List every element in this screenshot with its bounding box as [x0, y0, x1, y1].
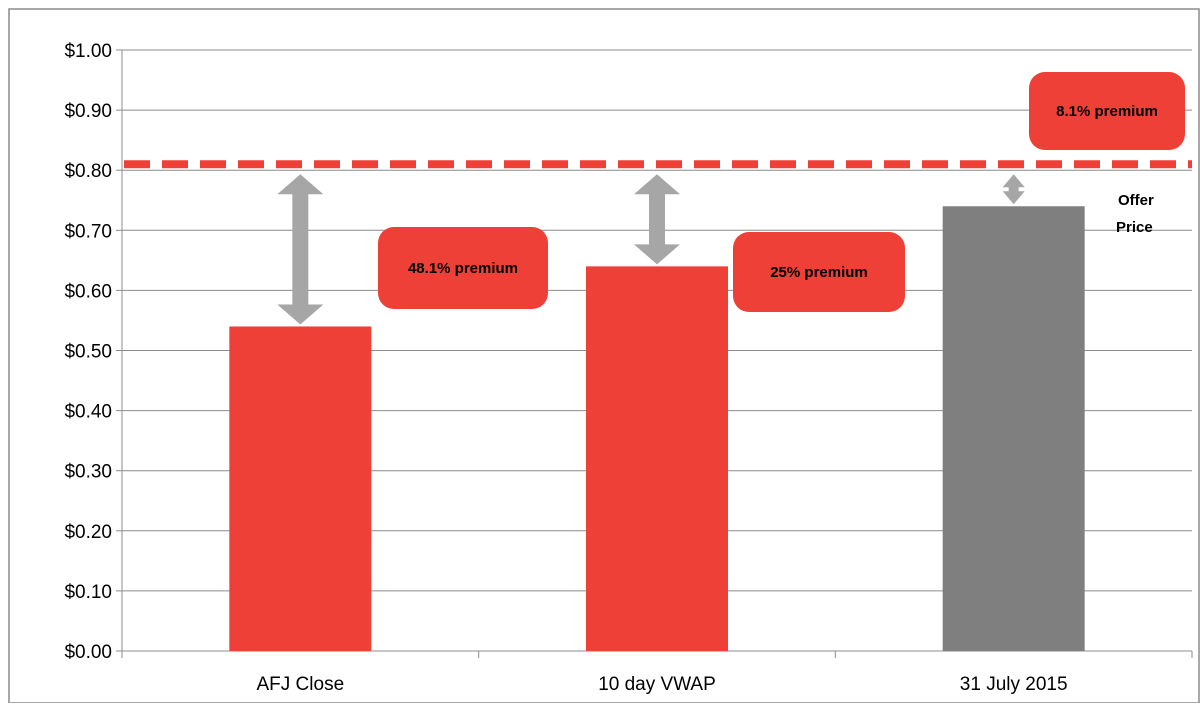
x-category-label: 10 day VWAP [598, 674, 716, 695]
premium-callout-text: 25% premium [770, 264, 868, 281]
y-tick-label: $0.00 [64, 642, 112, 663]
premium-callout-text: 48.1% premium [408, 260, 518, 277]
premium-arrow [277, 174, 324, 325]
bar [942, 206, 1085, 651]
axes: $0.00 $0.10 $0.20 $0.30 $0.40 $0.50 $0.60 $0.70… [64, 41, 1193, 695]
premium-callout-text: 8.1% premium [1056, 103, 1158, 120]
offer-price-label-line2: Price [1116, 219, 1153, 236]
x-category-label: 31 July 2015 [960, 674, 1068, 695]
premium-callout-box [1029, 72, 1185, 150]
y-tick-label: $0.40 [64, 402, 112, 423]
bars [229, 206, 1085, 651]
offer-price-line-group: Offer Price [124, 160, 1192, 236]
premium-arrow [1002, 174, 1025, 205]
y-tick-label: $0.50 [64, 342, 112, 363]
x-category-label: AFJ Close [257, 674, 345, 695]
y-tick-label: $0.80 [64, 161, 112, 182]
y-tick-label: $0.20 [64, 522, 112, 543]
offer-price-label-line1: Offer [1118, 192, 1154, 209]
y-tick-label: $0.30 [64, 462, 112, 483]
y-tick-label: $0.70 [64, 221, 112, 242]
premium-callout-box [378, 227, 548, 309]
y-tick-label: $1.00 [64, 41, 112, 62]
y-tick-label: $0.60 [64, 281, 112, 302]
premium-callouts: 48.1% premium 25% premium 8.1% premium [378, 72, 1185, 312]
bar [586, 266, 728, 651]
premium-arrow [634, 174, 680, 265]
y-tick-label: $0.90 [64, 101, 112, 122]
premium-callout-box [733, 232, 905, 312]
premium-arrows [277, 174, 1025, 325]
y-tick-label: $0.10 [64, 582, 112, 603]
bar [229, 326, 372, 651]
